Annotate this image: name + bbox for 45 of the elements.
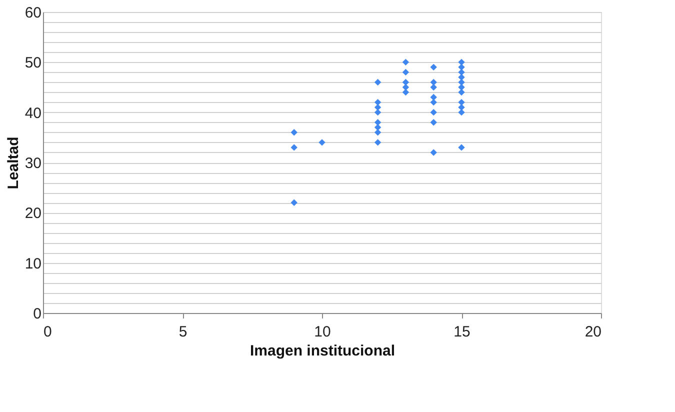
point (458, 88, 465, 96)
point (374, 119, 382, 126)
point (430, 149, 437, 156)
y-tick-label: 0 (33, 306, 42, 322)
point (458, 98, 465, 106)
x-tick-label: 0 (44, 324, 52, 340)
x-tick-label: 10 (314, 324, 331, 340)
point (458, 84, 465, 91)
point (458, 144, 465, 151)
y-tick-label: 50 (24, 54, 42, 72)
point (374, 78, 382, 86)
point (458, 104, 465, 111)
point (402, 58, 410, 66)
point (290, 199, 298, 206)
point (430, 94, 437, 101)
point (430, 98, 437, 106)
point (374, 108, 382, 116)
point (458, 64, 465, 71)
point (318, 139, 326, 146)
y-tick-label: 60 (24, 4, 42, 22)
y-tick-label: 20 (24, 205, 42, 222)
point (290, 144, 298, 151)
x-tick-label: 15 (454, 324, 470, 340)
x-tick-label: 5 (178, 324, 188, 340)
point (458, 78, 465, 86)
point (402, 88, 410, 96)
point (458, 58, 465, 66)
point (402, 68, 410, 76)
y-tick-label: 40 (24, 104, 42, 122)
x-tick-label: 20 (584, 324, 602, 340)
point (458, 74, 465, 81)
point (430, 108, 437, 116)
point (458, 68, 465, 76)
point (430, 84, 437, 91)
y-axis-title: Lealtad (4, 136, 22, 190)
point (430, 64, 437, 71)
point (374, 139, 382, 146)
point (458, 108, 465, 116)
point (374, 129, 382, 136)
point (430, 78, 437, 86)
point (430, 119, 437, 126)
y-tick-label: 10 (24, 255, 42, 272)
point (290, 129, 298, 136)
y-tick-label: 30 (24, 155, 42, 172)
x-axis-title: Imagen institucional (250, 342, 396, 360)
